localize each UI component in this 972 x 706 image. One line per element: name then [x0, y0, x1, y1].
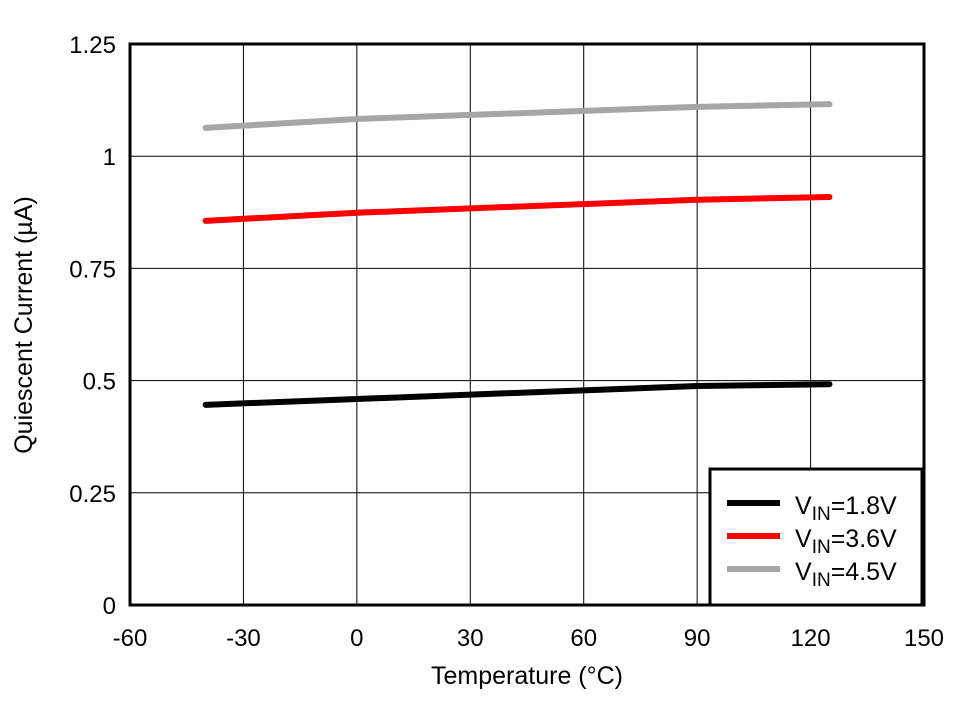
x-tick-label: -60 [113, 625, 148, 652]
legend-label: VIN=4.5V [795, 558, 897, 591]
series-line [202, 101, 833, 131]
series-line [202, 194, 833, 224]
y-tick-label: 0.25 [69, 481, 116, 508]
x-tick-labels: -60 -30 0 30 60 90 120 150 [113, 625, 944, 652]
x-tick-label: 0 [350, 625, 363, 652]
y-axis-label: Quiescent Current (µA) [10, 196, 38, 454]
plot-frame [128, 42, 926, 607]
y-tick-label: 0 [103, 593, 116, 620]
y-tick-label: 1.25 [69, 32, 116, 59]
y-tick-label: 0.75 [69, 256, 116, 283]
series-group [202, 101, 833, 408]
x-tick-label: 120 [791, 625, 831, 652]
legend-label: VIN=1.8V [795, 492, 897, 525]
x-tick-label: 150 [904, 625, 944, 652]
legend-label: VIN=3.6V [795, 525, 897, 558]
y-tick-label: 1 [103, 144, 116, 171]
x-axis-label: Temperature (°C) [431, 662, 623, 690]
y-tick-labels: 0 0.25 0.5 0.75 1 1.25 [69, 32, 116, 620]
x-tick-label: 30 [457, 625, 484, 652]
x-tick-label: 60 [570, 625, 597, 652]
x-tick-label: -30 [226, 625, 261, 652]
y-tick-label: 0.5 [83, 369, 116, 396]
x-tick-label: 90 [684, 625, 711, 652]
series-line [202, 381, 833, 408]
